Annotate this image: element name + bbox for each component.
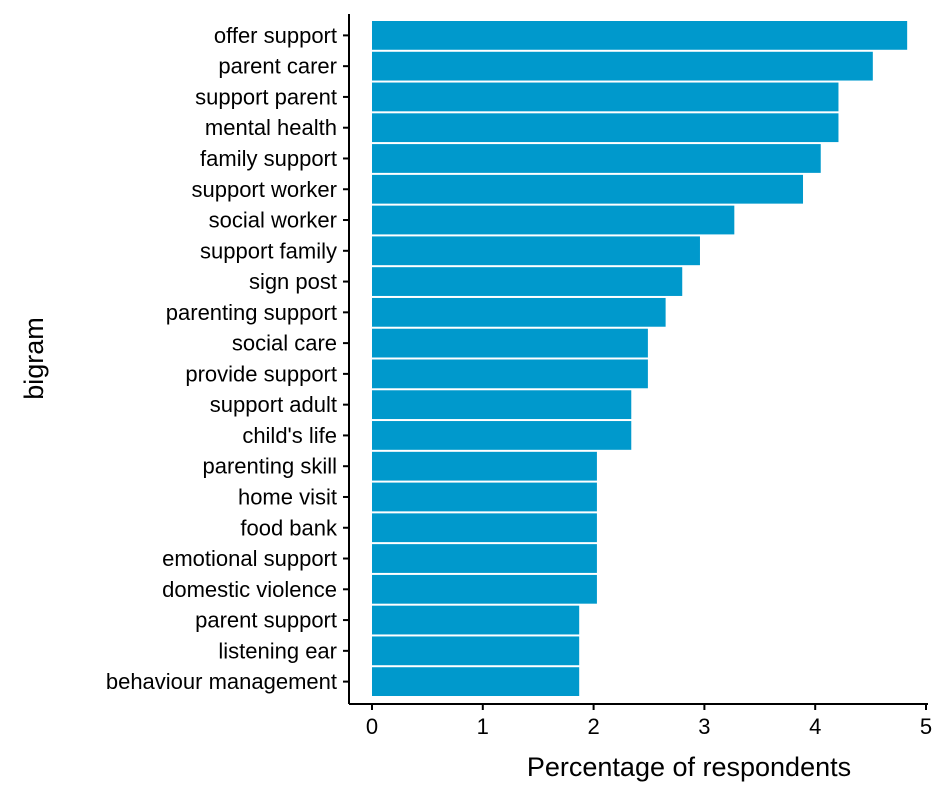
y-tick-label: support worker <box>191 177 337 202</box>
y-tick-label: parenting skill <box>202 454 337 479</box>
bar <box>372 297 666 327</box>
bar <box>372 328 648 358</box>
y-tick-label: mental health <box>205 115 337 140</box>
x-tick-label: 4 <box>809 714 821 739</box>
bar <box>372 605 580 635</box>
bar <box>372 667 580 696</box>
bar <box>372 174 804 204</box>
y-tick-label: social worker <box>209 208 337 233</box>
bar <box>372 267 683 296</box>
y-tick-label: domestic violence <box>162 577 337 602</box>
y-tick-label: home visit <box>238 484 337 509</box>
y-tick-label: emotional support <box>162 546 337 571</box>
bar <box>372 513 597 543</box>
bar <box>372 574 597 604</box>
y-tick-label: provide support <box>185 361 337 386</box>
y-axis: offer support parent carer support parent m… <box>106 14 350 704</box>
y-axis-title: bigram <box>19 317 49 400</box>
x-tick-label: 3 <box>698 714 710 739</box>
y-tick-label: parenting support <box>166 300 337 325</box>
x-tick-label: 2 <box>587 714 599 739</box>
bar <box>372 482 597 512</box>
y-tick-label: behaviour management <box>106 669 337 694</box>
bar <box>372 144 821 173</box>
bar <box>372 636 580 666</box>
bar <box>372 451 597 481</box>
y-tick-label: listening ear <box>218 638 337 663</box>
y-tick-label: support family <box>200 238 337 263</box>
y-tick-label: parent carer <box>218 54 337 79</box>
x-tick-label: 0 <box>366 714 378 739</box>
x-tick-label: 5 <box>920 714 932 739</box>
y-tick-label: parent support <box>195 608 337 633</box>
y-tick-label: sign post <box>249 269 337 294</box>
bar <box>372 359 648 389</box>
bar <box>372 82 839 112</box>
y-tick-label: social care <box>232 331 337 356</box>
x-axis-title: Percentage of respondents <box>527 752 851 782</box>
bars-layer <box>372 21 908 696</box>
x-tick-label: 1 <box>477 714 489 739</box>
y-tick-label: support adult <box>210 392 337 417</box>
bar <box>372 544 597 573</box>
y-tick-label: child's life <box>242 423 337 448</box>
bar <box>372 236 700 266</box>
y-tick-label: food bank <box>240 515 338 540</box>
bar <box>372 421 632 450</box>
bar <box>372 113 839 143</box>
bar <box>372 205 735 235</box>
bar <box>372 51 873 81</box>
y-tick-label: support parent <box>195 84 337 109</box>
y-tick-label: offer support <box>214 23 337 48</box>
bar <box>372 21 908 50</box>
bar <box>372 390 632 420</box>
y-tick-label: family support <box>200 146 337 171</box>
x-axis: 0 1 2 3 4 5 <box>349 703 932 739</box>
